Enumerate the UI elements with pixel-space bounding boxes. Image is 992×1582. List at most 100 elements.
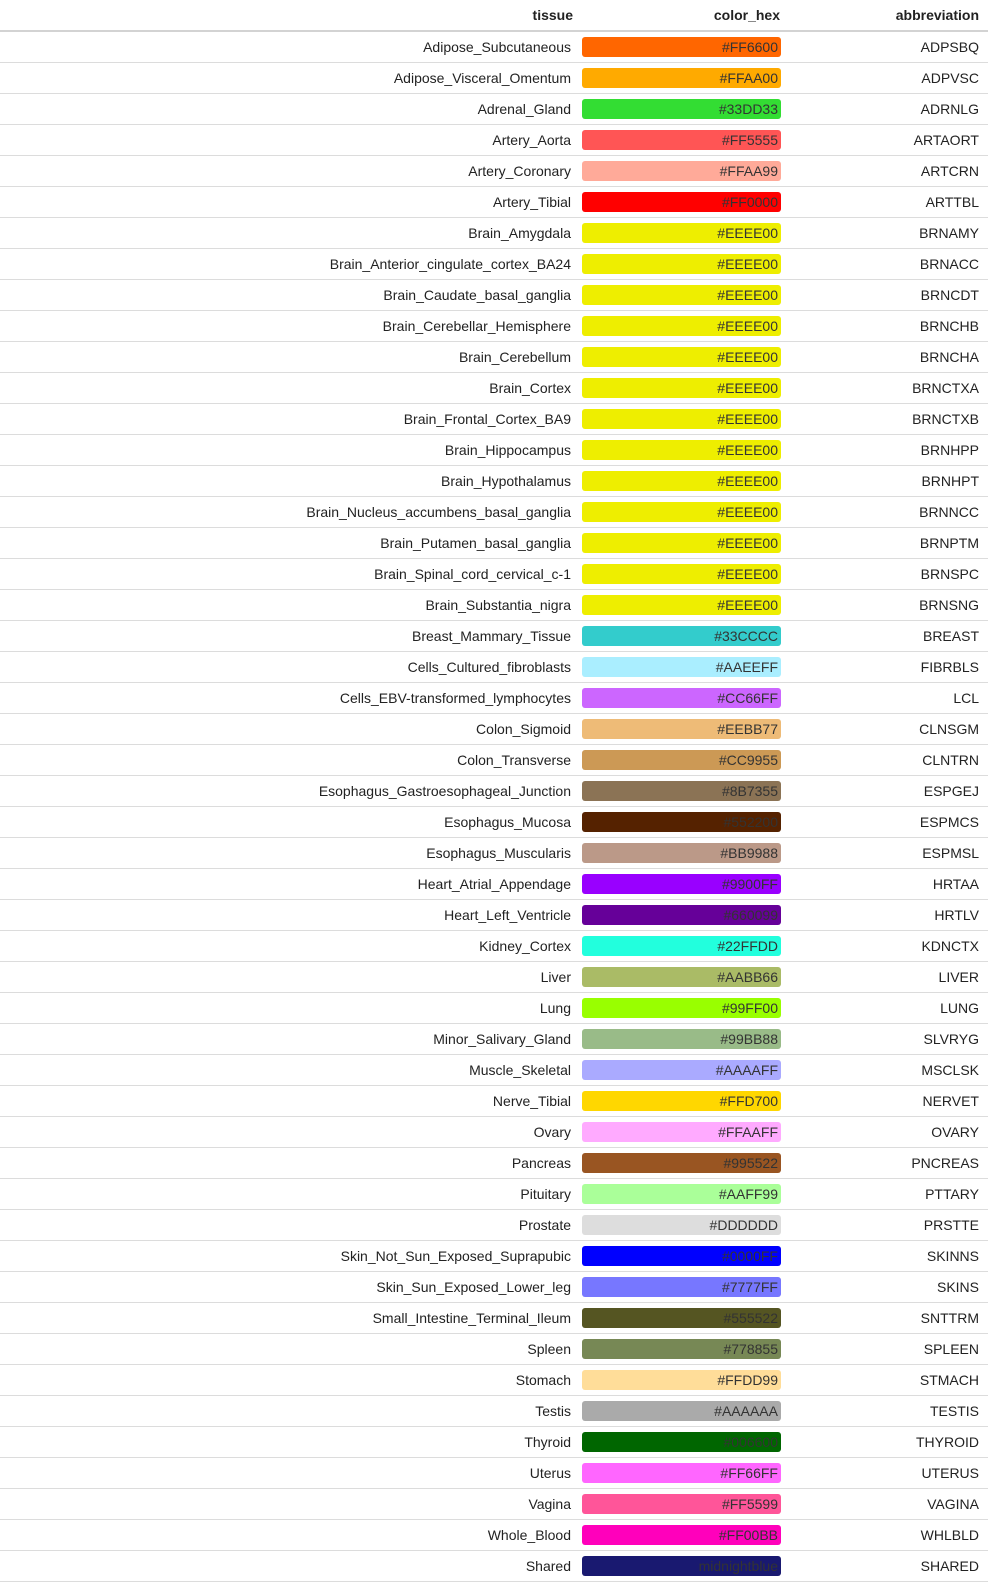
table-row: Adipose_Subcutaneous #FF6600 ADPSBQ bbox=[0, 31, 988, 63]
abbreviation-cell: THYROID bbox=[794, 1426, 988, 1458]
abbreviation-cell: BRNAMY bbox=[794, 217, 988, 249]
color-swatch: #EEEE00 bbox=[582, 316, 781, 336]
color-swatch: #EEEE00 bbox=[582, 409, 781, 429]
color-hex-cell: #555522 bbox=[582, 1302, 794, 1334]
color-swatch: #EEEE00 bbox=[582, 378, 781, 398]
color-hex-cell: #0000FF bbox=[582, 1240, 794, 1272]
tissue-cell: Brain_Hippocampus bbox=[0, 434, 582, 466]
tissue-cell: Brain_Amygdala bbox=[0, 217, 582, 249]
table-row: Pituitary #AAFF99 PTTARY bbox=[0, 1178, 988, 1210]
abbreviation-cell: BRNACC bbox=[794, 248, 988, 280]
table-row: Heart_Left_Ventricle #660099 HRTLV bbox=[0, 899, 988, 931]
abbreviation-cell: BRNCDT bbox=[794, 279, 988, 311]
table-row: Brain_Hypothalamus #EEEE00 BRNHPT bbox=[0, 465, 988, 497]
table-body: Adipose_Subcutaneous #FF6600 ADPSBQ Adipose… bbox=[0, 31, 988, 1582]
tissue-cell: Uterus bbox=[0, 1457, 582, 1489]
color-swatch: #8B7355 bbox=[582, 781, 781, 801]
tissue-cell: Brain_Frontal_Cortex_BA9 bbox=[0, 403, 582, 435]
abbreviation-cell: SKINS bbox=[794, 1271, 988, 1303]
tissue-cell: Shared bbox=[0, 1550, 582, 1582]
tissue-cell: Skin_Not_Sun_Exposed_Suprapubic bbox=[0, 1240, 582, 1272]
abbreviation-cell: BRNSPC bbox=[794, 558, 988, 590]
abbreviation-cell: HRTLV bbox=[794, 899, 988, 931]
abbreviation-cell: PRSTTE bbox=[794, 1209, 988, 1241]
table-row: Skin_Not_Sun_Exposed_Suprapubic #0000FF SK… bbox=[0, 1240, 988, 1272]
color-swatch: #33DD33 bbox=[582, 99, 781, 119]
tissue-cell: Thyroid bbox=[0, 1426, 582, 1458]
color-swatch: #AAAAAA bbox=[582, 1401, 781, 1421]
abbreviation-cell: SKINNS bbox=[794, 1240, 988, 1272]
tissue-cell: Lung bbox=[0, 992, 582, 1024]
tissue-cell: Muscle_Skeletal bbox=[0, 1054, 582, 1086]
color-hex-cell: #EEEE00 bbox=[582, 403, 794, 435]
table-row: Brain_Spinal_cord_cervical_c-1 #EEEE00 BRN… bbox=[0, 558, 988, 590]
tissue-cell: Artery_Coronary bbox=[0, 155, 582, 187]
abbreviation-cell: SHARED bbox=[794, 1550, 988, 1582]
color-hex-cell: #33CCCC bbox=[582, 620, 794, 652]
abbreviation-cell: ESPGEJ bbox=[794, 775, 988, 807]
color-swatch: #FFD700 bbox=[582, 1091, 781, 1111]
table-row: Vagina #FF5599 VAGINA bbox=[0, 1488, 988, 1520]
abbreviation-cell: BRNNCC bbox=[794, 496, 988, 528]
abbreviation-cell: HRTAA bbox=[794, 868, 988, 900]
color-hex-cell: #FF5555 bbox=[582, 124, 794, 156]
table-row: Colon_Sigmoid #EEBB77 CLNSGM bbox=[0, 713, 988, 745]
tissue-cell: Cells_Cultured_fibroblasts bbox=[0, 651, 582, 683]
tissue-cell: Testis bbox=[0, 1395, 582, 1427]
abbreviation-cell: BRNPTM bbox=[794, 527, 988, 559]
color-hex-cell: #FFD700 bbox=[582, 1085, 794, 1117]
color-hex-cell: #FF66FF bbox=[582, 1457, 794, 1489]
table-row: Esophagus_Gastroesophageal_Junction #8B73… bbox=[0, 775, 988, 807]
color-hex-cell: #EEEE00 bbox=[582, 496, 794, 528]
tissue-cell: Brain_Cerebellar_Hemisphere bbox=[0, 310, 582, 342]
color-swatch: #CC9955 bbox=[582, 750, 781, 770]
color-swatch: midnightblue bbox=[582, 1556, 781, 1576]
color-hex-cell: #FFAAFF bbox=[582, 1116, 794, 1148]
abbreviation-cell: BRNCHB bbox=[794, 310, 988, 342]
column-header-color-hex: color_hex bbox=[582, 0, 794, 32]
color-swatch: #552200 bbox=[582, 812, 781, 832]
tissue-cell: Pituitary bbox=[0, 1178, 582, 1210]
table-row: Pancreas #995522 PNCREAS bbox=[0, 1147, 988, 1179]
abbreviation-cell: ARTAORT bbox=[794, 124, 988, 156]
color-swatch: #33CCCC bbox=[582, 626, 781, 646]
color-hex-cell: #CC66FF bbox=[582, 682, 794, 714]
color-swatch: #99BB88 bbox=[582, 1029, 781, 1049]
abbreviation-cell: SLVRYG bbox=[794, 1023, 988, 1055]
color-hex-cell: #AAFF99 bbox=[582, 1178, 794, 1210]
tissue-cell: Stomach bbox=[0, 1364, 582, 1396]
tissue-cell: Skin_Sun_Exposed_Lower_leg bbox=[0, 1271, 582, 1303]
tissue-cell: Ovary bbox=[0, 1116, 582, 1148]
table-row: Artery_Tibial #FF0000 ARTTBL bbox=[0, 186, 988, 218]
abbreviation-cell: NERVET bbox=[794, 1085, 988, 1117]
tissue-cell: Artery_Tibial bbox=[0, 186, 582, 218]
abbreviation-cell: BRNCTXB bbox=[794, 403, 988, 435]
abbreviation-cell: BRNCTXA bbox=[794, 372, 988, 404]
table-row: Brain_Hippocampus #EEEE00 BRNHPP bbox=[0, 434, 988, 466]
table-row: Muscle_Skeletal #AAAAFF MSCLSK bbox=[0, 1054, 988, 1086]
color-swatch: #778855 bbox=[582, 1339, 781, 1359]
color-swatch: #006600 bbox=[582, 1432, 781, 1452]
abbreviation-cell: LIVER bbox=[794, 961, 988, 993]
color-swatch: #FF0000 bbox=[582, 192, 781, 212]
table-row: Colon_Transverse #CC9955 CLNTRN bbox=[0, 744, 988, 776]
tissue-cell: Cells_EBV-transformed_lymphocytes bbox=[0, 682, 582, 714]
column-header-tissue: tissue bbox=[0, 0, 582, 32]
color-hex-cell: #EEEE00 bbox=[582, 527, 794, 559]
abbreviation-cell: ESPMCS bbox=[794, 806, 988, 838]
tissue-cell: Heart_Atrial_Appendage bbox=[0, 868, 582, 900]
abbreviation-cell: PNCREAS bbox=[794, 1147, 988, 1179]
tissue-cell: Esophagus_Gastroesophageal_Junction bbox=[0, 775, 582, 807]
color-swatch: #FF6600 bbox=[582, 37, 781, 57]
color-hex-cell: #EEEE00 bbox=[582, 465, 794, 497]
color-swatch: #FF66FF bbox=[582, 1463, 781, 1483]
abbreviation-cell: WHLBLD bbox=[794, 1519, 988, 1551]
tissue-cell: Brain_Putamen_basal_ganglia bbox=[0, 527, 582, 559]
table-row: Ovary #FFAAFF OVARY bbox=[0, 1116, 988, 1148]
tissue-cell: Small_Intestine_Terminal_Ileum bbox=[0, 1302, 582, 1334]
table-row: Prostate #DDDDDD PRSTTE bbox=[0, 1209, 988, 1241]
abbreviation-cell: FIBRBLS bbox=[794, 651, 988, 683]
color-hex-cell: #8B7355 bbox=[582, 775, 794, 807]
color-swatch: #EEEE00 bbox=[582, 223, 781, 243]
color-hex-cell: #99BB88 bbox=[582, 1023, 794, 1055]
